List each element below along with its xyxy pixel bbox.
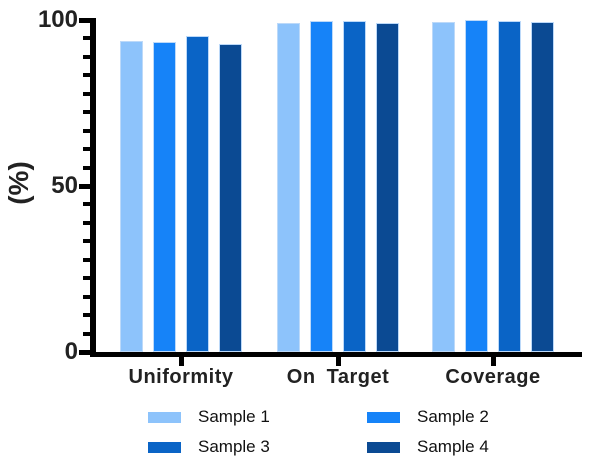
y-minor-tick [83,331,90,336]
legend-swatch-sample-3 [148,441,181,453]
bar-on-target-sample-3 [342,20,366,352]
y-minor-tick [83,276,90,281]
y-major-tick [79,18,90,23]
legend-swatch-sample-2 [367,411,400,423]
legend-label: Sample 4 [417,437,489,456]
y-minor-tick [83,54,90,59]
legend-swatch-sample-1 [148,411,181,423]
y-minor-tick [83,202,90,207]
y-minor-tick [83,36,90,41]
legend-swatch-sample-4 [367,441,400,453]
x-category-tick [178,357,184,366]
x-category-label: Coverage [445,366,541,388]
y-minor-tick [83,220,90,225]
y-minor-tick [83,128,90,133]
y-minor-tick [83,257,90,262]
bar-uniformity-sample-4 [218,43,242,352]
y-minor-tick [83,147,90,152]
bar-coverage-sample-2 [465,20,489,352]
y-minor-tick [83,110,90,115]
legend-item-sample-2: Sample 2 [367,406,489,428]
y-minor-tick [83,165,90,170]
y-tick-label: 100 [37,6,78,33]
x-axis-line [90,352,582,357]
x-category-label: Uniformity [128,366,234,388]
bar-on-target-sample-4 [375,22,399,352]
bar-coverage-sample-1 [432,21,456,352]
bar-coverage-sample-3 [497,20,521,352]
bar-uniformity-sample-1 [120,40,144,352]
y-minor-tick [83,73,90,78]
bar-coverage-sample-4 [530,22,554,352]
legend-label: Sample 2 [417,407,489,426]
y-major-tick [79,184,90,189]
y-major-tick [79,350,90,355]
x-category-label: On Target [286,366,390,388]
y-minor-tick [83,294,90,299]
y-axis-spine [90,18,96,357]
y-minor-tick [83,239,90,244]
bar-uniformity-sample-2 [153,42,177,352]
legend-label: Sample 1 [198,407,270,426]
bar-on-target-sample-1 [277,22,301,352]
bar-on-target-sample-2 [310,20,334,352]
y-tick-label: 0 [64,338,78,365]
bar-uniformity-sample-3 [185,35,209,352]
x-category-tick [490,357,496,366]
x-category-tick [335,357,341,366]
y-minor-tick [83,91,90,96]
legend-item-sample-3: Sample 3 [148,436,270,458]
legend-label: Sample 3 [198,437,270,456]
legend-item-sample-1: Sample 1 [148,406,270,428]
legend-item-sample-4: Sample 4 [367,436,489,458]
y-tick-label: 50 [51,172,78,199]
y-minor-tick [83,313,90,318]
